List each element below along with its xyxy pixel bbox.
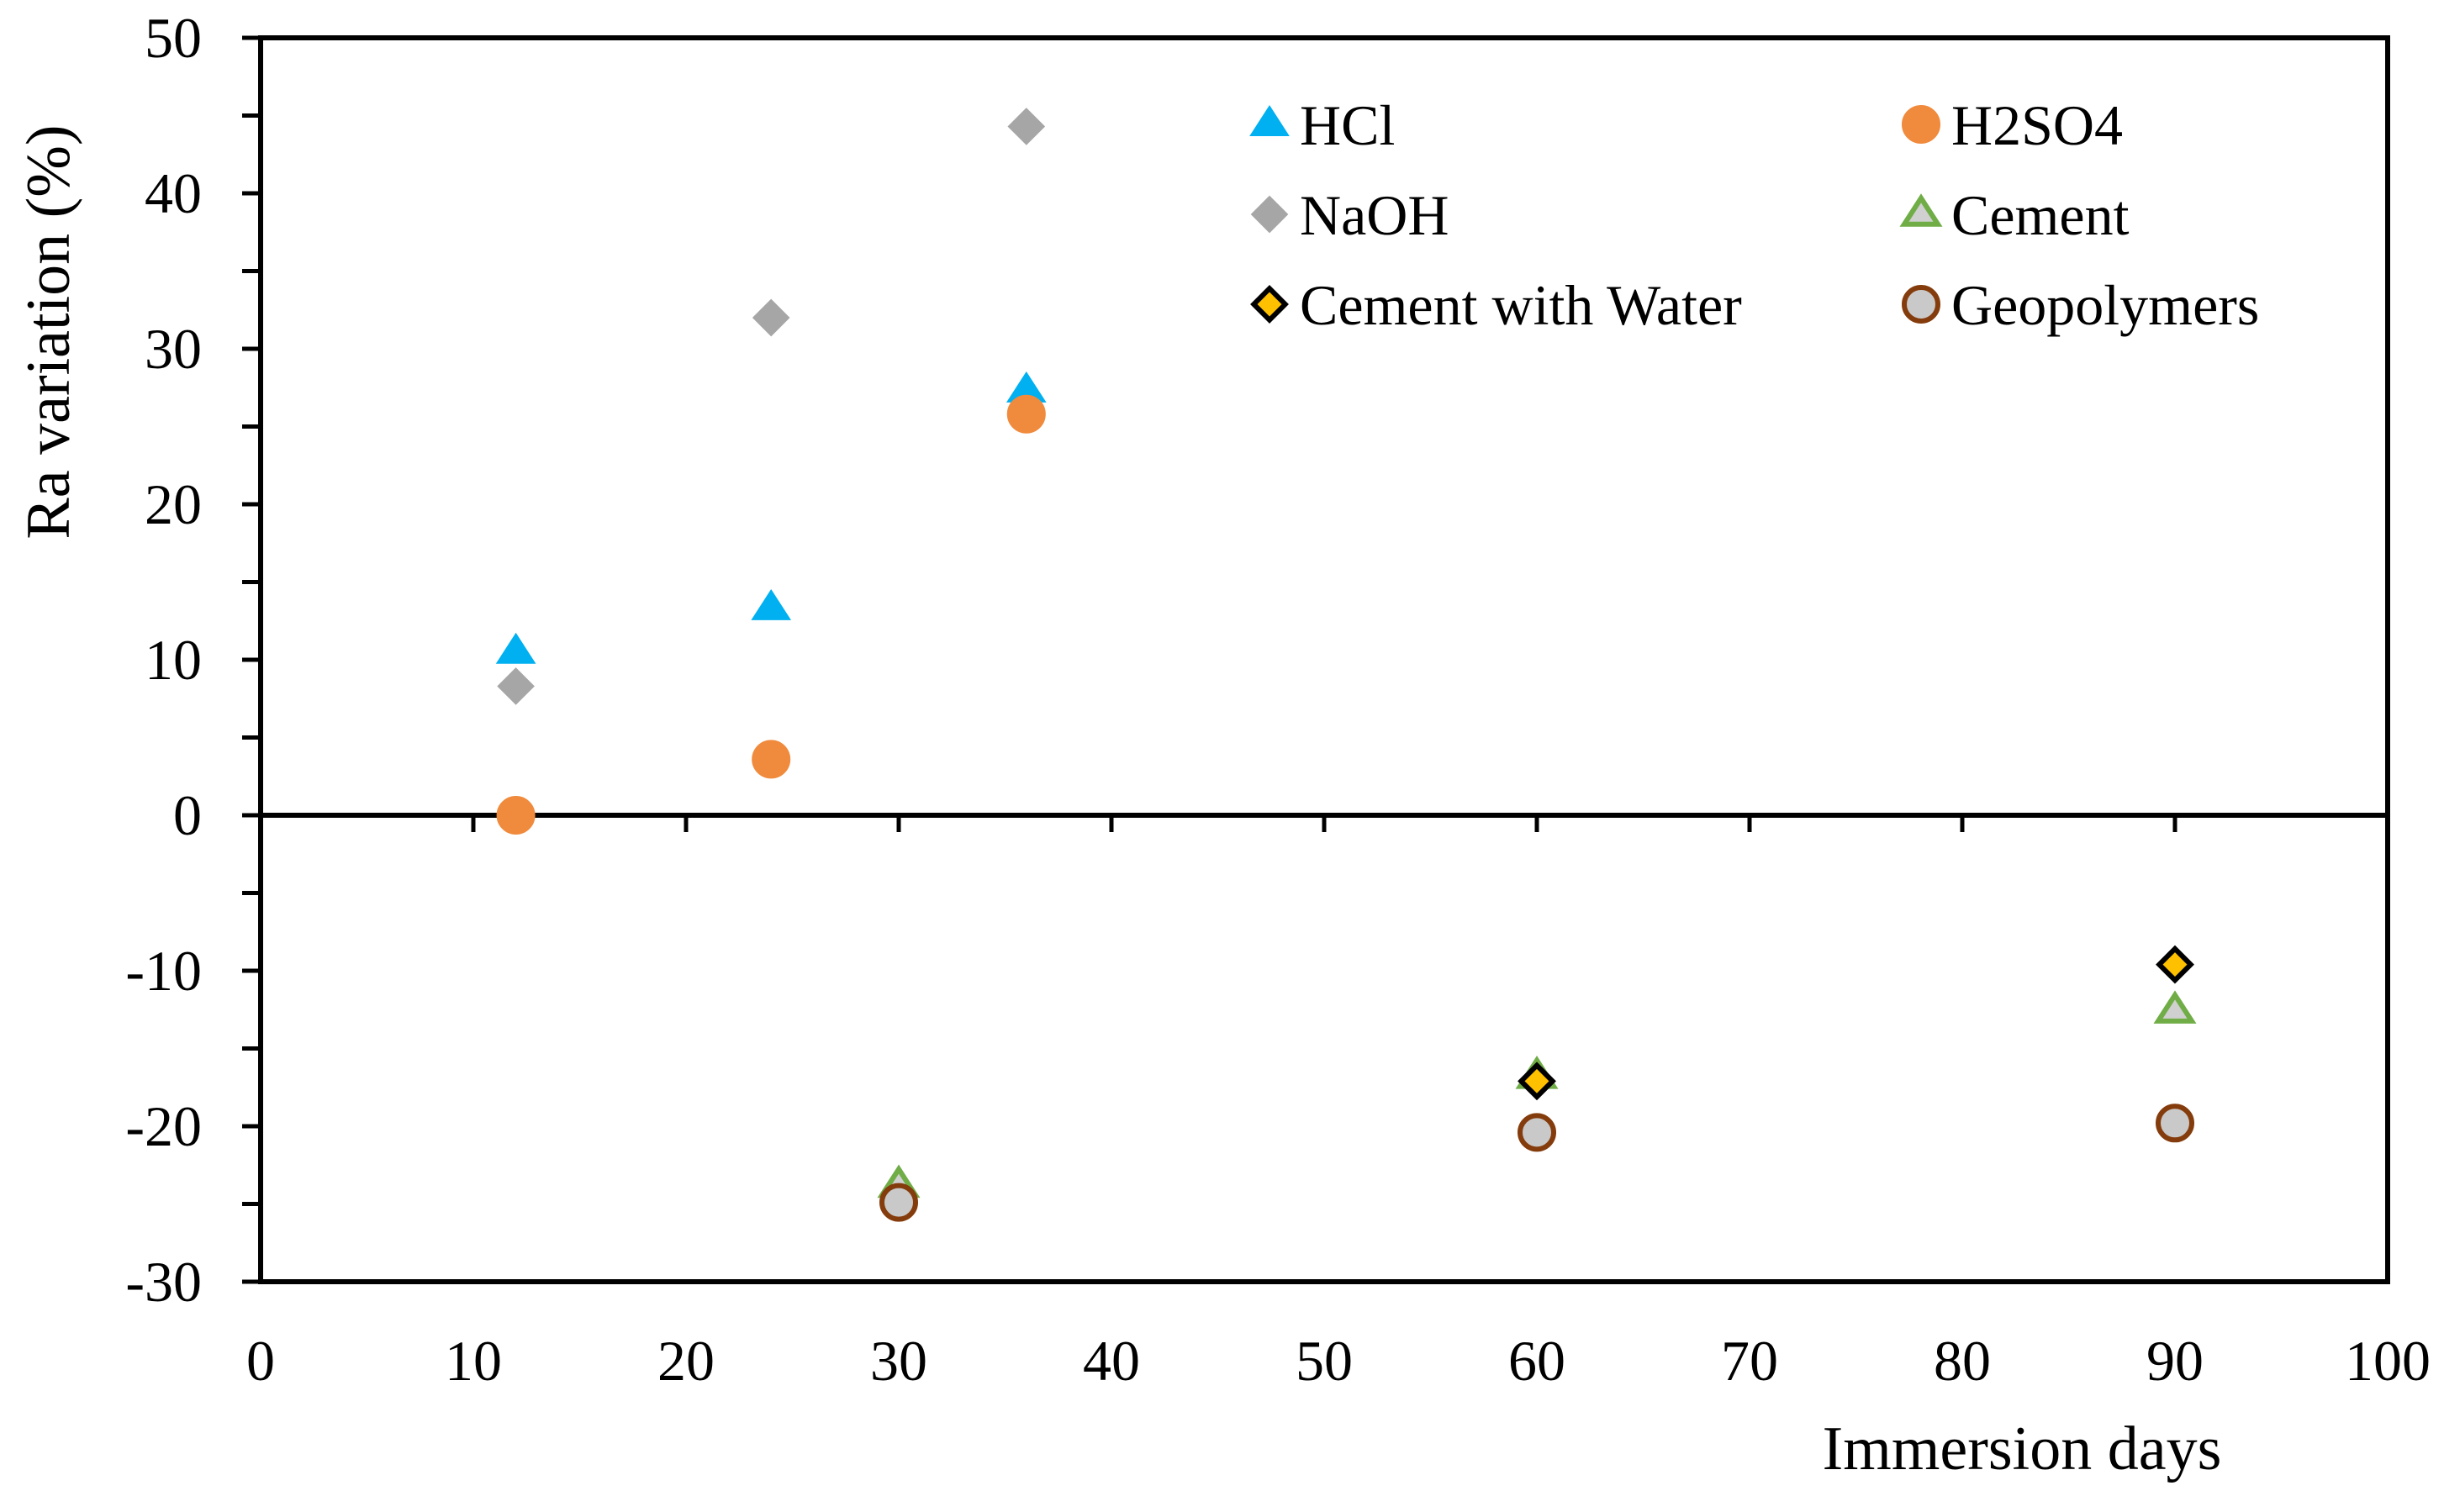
- legend-label-cement-with-water: Cement with Water: [1300, 273, 1742, 337]
- point-cement-with-water-1: [2156, 945, 2194, 984]
- point-naoh-2: [1007, 108, 1046, 145]
- tick-labels: 0 10 20 30 40 50 60 70 80 90 10050403020100-10-20-…: [125, 6, 2431, 1393]
- x-tick-label-100: 100: [2345, 1329, 2431, 1393]
- y-tick-label-0: 0: [173, 783, 202, 847]
- legend: HCl H2SO4 NaOH Cement Cement with Water Geopo…: [1249, 93, 2259, 337]
- legend-marker-naoh: [1250, 195, 1289, 234]
- y-tick-label--10: -10: [125, 939, 202, 1003]
- legend-marker-h2so4: [1902, 105, 1940, 144]
- x-tick-label-40: 40: [1083, 1329, 1140, 1393]
- legend-label-hcl: HCl: [1300, 93, 1395, 157]
- series-hcl: [495, 371, 1047, 664]
- legend-label-geopolymers: Geopolymers: [1951, 273, 2259, 337]
- data-points: [495, 108, 2197, 1222]
- y-tick-label--20: -20: [125, 1094, 202, 1158]
- point-geopolymers-1: [1518, 1113, 1556, 1152]
- series-cement-with-water: [1518, 945, 2194, 1101]
- point-naoh-1: [752, 298, 790, 337]
- x-tick-label-70: 70: [1721, 1329, 1778, 1393]
- y-tick-label-30: 30: [145, 317, 202, 381]
- point-naoh-0: [497, 667, 535, 705]
- point-geopolymers-0: [879, 1183, 918, 1222]
- x-tick-label-50: 50: [1296, 1329, 1353, 1393]
- x-tick-label-80: 80: [1934, 1329, 1991, 1393]
- x-tick-label-30: 30: [870, 1329, 927, 1393]
- point-cement-2: [2153, 990, 2197, 1024]
- legend-item-naoh: NaOH: [1250, 183, 1449, 247]
- legend-marker-hcl: [1249, 105, 1290, 136]
- legend-label-cement: Cement: [1951, 183, 2130, 247]
- legend-item-cement-with-water: Cement with Water: [1250, 273, 1742, 337]
- legend-marker-geopolymers: [1902, 285, 1940, 324]
- point-hcl-1: [751, 588, 792, 620]
- point-h2so4-2: [1006, 394, 1046, 434]
- point-geopolymers-2: [2156, 1104, 2194, 1143]
- legend-item-hcl: HCl: [1249, 93, 1395, 157]
- legend-label-h2so4: H2SO4: [1951, 93, 2123, 157]
- x-tick-label-10: 10: [445, 1329, 502, 1393]
- y-tick-label-20: 20: [145, 472, 202, 536]
- legend-item-h2so4: H2SO4: [1902, 93, 2123, 157]
- legend-marker-cement-with-water: [1250, 285, 1289, 324]
- point-hcl-0: [495, 632, 536, 664]
- legend-marker-cement: [1899, 193, 1943, 227]
- series-geopolymers: [879, 1104, 2194, 1222]
- y-tick-label-50: 50: [145, 6, 202, 70]
- x-axis-title: Immersion days: [1823, 1415, 2222, 1483]
- series-h2so4: [496, 394, 1046, 835]
- x-tick-label-60: 60: [1508, 1329, 1565, 1393]
- x-tick-label-0: 0: [246, 1329, 275, 1393]
- legend-label-naoh: NaOH: [1300, 183, 1449, 247]
- series-naoh: [497, 108, 1046, 705]
- point-cement-with-water-0: [1518, 1062, 1556, 1101]
- point-h2so4-1: [752, 740, 791, 779]
- y-axis-title: Ra variation (%): [14, 124, 83, 539]
- point-h2so4-0: [496, 796, 536, 835]
- x-tick-label-20: 20: [657, 1329, 715, 1393]
- y-tick-label-10: 10: [145, 628, 202, 692]
- legend-item-geopolymers: Geopolymers: [1902, 273, 2259, 337]
- y-tick-label--30: -30: [125, 1250, 202, 1314]
- y-tick-label-40: 40: [145, 161, 202, 225]
- tick-marks: [242, 35, 2177, 1284]
- x-tick-label-90: 90: [2146, 1329, 2204, 1393]
- legend-item-cement: Cement: [1899, 183, 2130, 247]
